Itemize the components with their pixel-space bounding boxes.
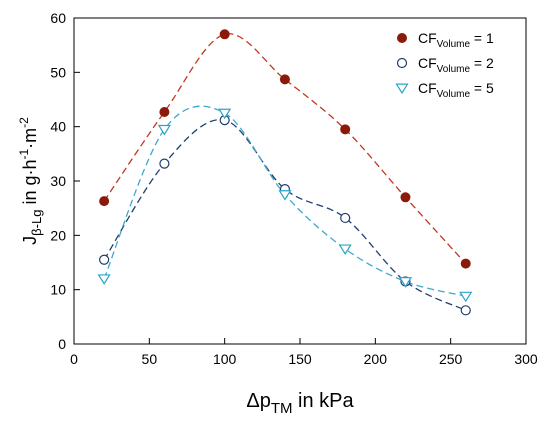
series-3-point [218,108,232,120]
legend-label-base: CF [418,30,437,46]
y-axis-title-sub: β-Lg [29,210,44,236]
series-2-point [159,158,170,169]
series-1-point [159,106,170,117]
x-tick-label: 200 [364,351,388,367]
legend-label-sub: Volume [437,39,471,50]
legend-label-1: CFVolume = 1 [418,30,494,50]
legend-label-base: CF [418,80,437,96]
series-3-point [278,190,292,201]
legend-marker-3 [395,83,409,95]
x-tick-label: 50 [142,351,158,367]
series-2-point [340,212,351,224]
series-2-line [103,119,467,311]
y-axis-ticks: 0 10 20 30 40 50 60 [50,10,80,352]
x-axis-title-rest: in kPa [293,390,355,412]
x-tick-label: 250 [439,351,463,367]
x-tick-label: 300 [514,351,538,367]
series-1-point [460,258,471,269]
series-3-point [157,124,171,136]
y-axis-title: Jβ-Lg in g·h-1·m-2 [17,117,44,245]
y-axis-title-sup1: -1 [17,149,31,160]
x-tick-label: 0 [70,351,78,367]
series-3-point [459,291,473,303]
legend-label-rest: = 5 [470,80,494,96]
series-2-point [99,254,110,265]
y-tick-label: 30 [50,173,66,189]
series-1-point [99,196,110,207]
y-axis-title-rest: in g·h [20,160,40,210]
series-1-point [219,29,230,40]
y-tick-label: 10 [50,282,66,298]
series-2-point [460,305,471,316]
series-1-point [400,192,411,203]
x-axis-title-base: Δp [246,390,270,412]
y-tick-label: 20 [50,227,66,243]
series-3-point [398,277,413,288]
x-axis-title: ΔpTM in kPa [246,390,354,417]
y-axis-title-sup2: -2 [17,117,31,128]
legend-label-2: CFVolume = 2 [418,55,494,75]
legend-label-3: CFVolume = 5 [418,80,494,100]
data-markers [97,29,473,316]
series-3-point [97,274,111,285]
legend-label-rest: = 2 [470,55,494,71]
series-1-line [103,33,467,265]
legend-marker-1 [397,33,407,43]
y-tick-label: 0 [58,336,66,352]
y-axis-title-mid: ·m [20,128,40,149]
series-1-point [340,124,351,135]
legend-label-rest: = 1 [470,30,494,46]
x-axis-ticks: 0 50 100 150 200 250 300 [70,338,538,367]
x-tick-label: 150 [288,351,312,367]
legend-marker-2 [396,57,408,69]
series-3-line [103,105,466,297]
legend-label-sub: Volume [437,89,471,100]
y-tick-label: 50 [50,64,66,80]
y-tick-label: 40 [50,119,66,135]
y-axis-title-base: J [20,236,40,245]
legend-label-sub: Volume [437,64,471,75]
series-3-point [338,244,352,255]
y-tick-label: 60 [50,10,66,26]
x-tick-label: 100 [213,351,237,367]
x-axis-title-sub: TM [271,400,293,417]
series-1-point [279,74,290,85]
legend-label-base: CF [418,55,437,71]
